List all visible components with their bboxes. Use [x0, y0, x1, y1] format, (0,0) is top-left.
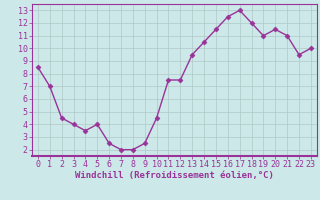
X-axis label: Windchill (Refroidissement éolien,°C): Windchill (Refroidissement éolien,°C) [75, 171, 274, 180]
